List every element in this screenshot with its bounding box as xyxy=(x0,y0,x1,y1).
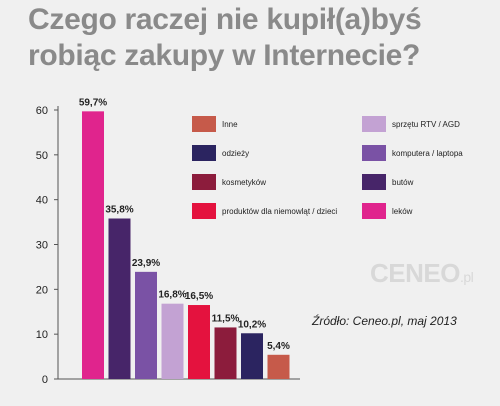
legend-item-2: kosmetyków xyxy=(192,174,266,190)
bar-0 xyxy=(82,111,104,379)
legend-swatch-4 xyxy=(362,116,386,132)
bar-3 xyxy=(161,303,184,379)
legend-item-5: komputera / laptopa xyxy=(362,145,463,161)
legend-item-0: Inne xyxy=(192,116,238,132)
y-tick-label-2: 20 xyxy=(36,284,48,296)
y-tick-label-3: 30 xyxy=(36,240,48,252)
legend-swatch-3 xyxy=(192,203,216,219)
legend-label-5: komputera / laptopa xyxy=(392,148,463,158)
legend-swatch-2 xyxy=(192,174,216,190)
y-tick-label-0: 0 xyxy=(42,374,48,386)
bar-value-label-7: 5,4% xyxy=(267,341,290,352)
chart-title-line-2: robiąc zakupy w Internecie? xyxy=(28,39,421,72)
bar-5 xyxy=(214,327,237,379)
legend-swatch-6 xyxy=(362,174,386,190)
bar-7 xyxy=(267,354,290,379)
chart-title: Czego raczej nie kupił(a)byś robiąc zaku… xyxy=(28,2,488,74)
bar-4 xyxy=(188,305,210,379)
y-tick-label-4: 40 xyxy=(36,195,48,207)
bar-6 xyxy=(241,333,263,379)
bar-value-label-0: 59,7% xyxy=(79,97,107,108)
legend-swatch-1 xyxy=(192,145,216,161)
legend-label-4: sprzętu RTV / AGD xyxy=(392,119,460,129)
bar-value-label-4: 16,5% xyxy=(185,291,213,302)
legend-swatch-7 xyxy=(362,203,386,219)
legend-label-1: odzieży xyxy=(222,148,250,158)
legend-item-3: produktów dla niemowląt / dzieci xyxy=(192,203,337,219)
legend-item-7: leków xyxy=(362,203,412,219)
legend-swatch-5 xyxy=(362,145,386,161)
y-tick-label-5: 50 xyxy=(36,150,48,162)
legend-item-1: odzieży xyxy=(192,145,249,161)
legend-item-4: sprzętu RTV / AGD xyxy=(362,116,460,132)
bar-2 xyxy=(135,271,157,379)
legend-label-6: butów xyxy=(392,177,414,187)
legend-label-2: kosmetyków xyxy=(222,177,267,187)
legend-label-0: Inne xyxy=(222,119,238,129)
y-tick-label-6: 60 xyxy=(36,105,48,117)
bar-value-label-1: 35,8% xyxy=(105,204,133,215)
bar-value-label-6: 10,2% xyxy=(238,319,266,330)
bar-value-label-2: 23,9% xyxy=(132,258,160,269)
legend-label-7: leków xyxy=(392,206,413,216)
legend-swatch-0 xyxy=(192,116,216,132)
source-note: Źródło: Ceneo.pl, maj 2013 xyxy=(312,314,457,328)
ceneo-watermark: CENEO.pl xyxy=(370,258,474,288)
chart-title-line-1: Czego raczej nie kupił(a)byś xyxy=(28,3,422,36)
bar-1 xyxy=(108,218,131,379)
bar-value-label-5: 11,5% xyxy=(212,313,240,324)
y-tick-label-1: 10 xyxy=(36,329,48,341)
legend-label-3: produktów dla niemowląt / dzieci xyxy=(222,206,338,216)
legend-item-6: butów xyxy=(362,174,413,190)
bar-value-label-3: 16,8% xyxy=(158,290,186,301)
